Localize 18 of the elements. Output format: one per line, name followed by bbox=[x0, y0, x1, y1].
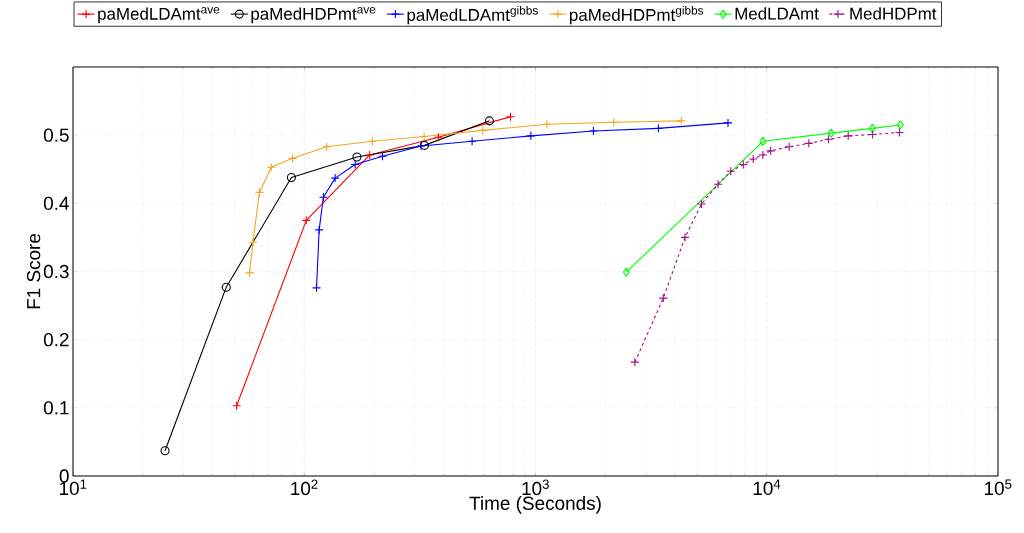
y-tick-label: 0.4 bbox=[43, 196, 69, 211]
y-tick-label: 0 bbox=[59, 469, 69, 483]
y-tick-label: 0.1 bbox=[43, 401, 69, 415]
x-tick-label: 10$^{2}$ bbox=[291, 479, 318, 496]
legend-label: MedHDPmt bbox=[850, 7, 937, 20]
y-axis-title: F1 Score bbox=[26, 233, 41, 309]
x-tick-label: 10$^{4}$ bbox=[753, 479, 781, 496]
legend-label: paMedLDAmt$^{ave}$ bbox=[98, 7, 220, 24]
y-tick-label: 0.5 bbox=[43, 128, 69, 142]
legend-label: MedLDAmt bbox=[735, 7, 819, 20]
x-tick-label: 10$^{3}$ bbox=[522, 479, 549, 496]
legend-label: paMedHDPmt$^{gibbs}$ bbox=[569, 5, 704, 25]
x-axis-title: Time (Seconds) bbox=[469, 496, 601, 514]
y-tick-label: 0.2 bbox=[43, 332, 69, 347]
y-tick-label: 0.3 bbox=[43, 264, 69, 279]
x-tick-label: 10$^{5}$ bbox=[984, 479, 1012, 496]
legend-label: paMedLDAmt$^{gibbs}$ bbox=[407, 5, 538, 25]
legend-label: paMedHDPmt$^{ave}$ bbox=[251, 7, 376, 24]
